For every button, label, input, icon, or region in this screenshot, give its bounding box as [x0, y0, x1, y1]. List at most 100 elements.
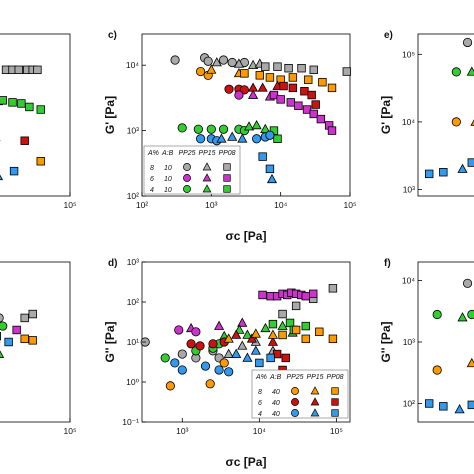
marker-e-6-0 — [457, 163, 468, 173]
legend-a-d-2: 4 — [258, 411, 262, 418]
plot-frame-b_partial — [0, 261, 71, 423]
legend-header-c-0: A% — [147, 150, 159, 157]
marker-d-14-3 — [315, 327, 324, 336]
legend-header-c-4: PP08 — [218, 150, 235, 157]
marker-d-9-0 — [186, 339, 196, 349]
marker-d-13-2 — [267, 329, 279, 339]
marker-b_partial-6-0 — [0, 321, 8, 331]
marker-e-4-0 — [470, 119, 474, 126]
marker-b_partial-3-1 — [4, 337, 13, 347]
marker-c-13-0 — [243, 121, 255, 131]
legend-a-c-1: 6 — [150, 176, 154, 183]
marker-d-2-0 — [278, 309, 287, 319]
plot-frame-a_partial — [0, 33, 71, 197]
legend-marker-square-d-1 — [331, 398, 339, 406]
y-tick-label-c-0: 10² — [127, 191, 139, 201]
legend-a-d-0: 8 — [258, 389, 262, 396]
marker-f-5-0 — [466, 357, 474, 368]
marker-b_partial-2-1 — [28, 336, 37, 345]
y-tick-label-f-1: 10³ — [403, 337, 415, 347]
legend-a-c-0: 8 — [150, 165, 154, 172]
marker-b_partial-1-0 — [20, 313, 29, 323]
marker-d-13-0 — [223, 333, 234, 343]
legend-marker-triangle-c-1 — [202, 173, 212, 182]
legend-marker-circle-c-1 — [183, 174, 191, 182]
marker-d-9-1 — [195, 341, 205, 351]
marker-c-5-5 — [304, 75, 313, 84]
marker-d-3-8 — [301, 291, 310, 301]
y-axis-label-d: G'' [Pa] — [103, 321, 117, 362]
marker-c-0-3 — [218, 55, 229, 65]
marker-c-11-0 — [269, 90, 279, 100]
marker-d-15-4 — [224, 367, 234, 377]
marker-d-7-3 — [260, 322, 271, 333]
marker-b_partial-1-1 — [28, 309, 37, 319]
legend-a-d-1: 6 — [258, 400, 262, 407]
legend-ab-c-2: 10 — [164, 187, 172, 194]
marker-d-1-0 — [223, 348, 234, 358]
marker-c-9-0 — [234, 90, 244, 100]
marker-c-11-8 — [327, 126, 337, 135]
marker-c-3-0 — [195, 66, 206, 77]
marker-c-11-3 — [294, 101, 303, 110]
x-tick-label-c-3: 10⁵ — [344, 200, 357, 210]
legend-marker-square-c-1 — [223, 174, 231, 182]
marker-c-7-1 — [257, 82, 268, 92]
marker-d-8-1 — [285, 318, 295, 328]
legend-a-c-2: 4 — [150, 187, 154, 194]
marker-d-15-0 — [170, 358, 180, 368]
marker-d-17-0 — [255, 358, 264, 368]
y-tick-label-e-2: 10⁵ — [402, 49, 415, 59]
marker-a_partial-3-0 — [0, 96, 7, 105]
marker-e-5-0 — [425, 169, 434, 179]
marker-e-7-0 — [467, 158, 474, 167]
marker-d-12-0 — [165, 381, 175, 391]
marker-c-1-1 — [233, 58, 245, 68]
marker-c-5-2 — [265, 73, 275, 82]
marker-d-5-0 — [174, 325, 184, 335]
plot-frame-c — [141, 33, 351, 197]
marker-d-17-1 — [266, 353, 275, 363]
marker-d-3-0 — [258, 290, 267, 300]
legend-header-d-0: A% — [255, 374, 267, 381]
legend-header-c-1: A:B — [161, 150, 174, 157]
legend-marker-circle-d-0 — [291, 387, 299, 395]
legend-ab-d-0: 40 — [272, 389, 280, 396]
x-tick-label-c-2: 10⁴ — [274, 200, 287, 210]
marker-c-0-2 — [203, 56, 213, 66]
marker-a_partial-6-0 — [20, 136, 29, 145]
legend-marker-triangle-d-0 — [310, 386, 320, 395]
marker-c-8-3 — [307, 90, 316, 100]
marker-f-8-0 — [467, 400, 474, 410]
x-tick-label-a_partial-0: 10⁵ — [64, 200, 77, 210]
x-tick-label-b_partial-0: 10⁵ — [64, 426, 77, 436]
marker-c-8-0 — [279, 81, 288, 91]
marker-d-0-1 — [177, 349, 187, 359]
marker-c-5-1 — [255, 71, 264, 80]
marker-f-1-0 — [432, 309, 442, 320]
marker-d-2-1 — [291, 301, 301, 311]
x-tick-label-d-2: 10⁵ — [330, 426, 343, 436]
marker-c-2-2 — [284, 63, 293, 73]
panel-label-e: e) — [384, 30, 393, 41]
marker-c-5-7 — [327, 83, 337, 93]
marker-c-15-0 — [195, 134, 206, 144]
marker-d-12-1 — [205, 379, 215, 389]
y-tick-label-d-0: 10⁻¹ — [122, 417, 139, 427]
y-tick-label-d-1: 10⁰ — [126, 377, 139, 387]
marker-a_partial-7-0 — [9, 166, 19, 176]
marker-c-5-6 — [318, 77, 327, 87]
y-tick-label-f-0: 10² — [403, 398, 415, 408]
marker-d-15-3 — [214, 365, 224, 375]
marker-b_partial-2-0 — [20, 334, 29, 344]
marker-d-7-2 — [242, 329, 253, 339]
marker-c-2-1 — [273, 62, 282, 71]
marker-d-8-0 — [268, 319, 278, 329]
marker-c-16-3 — [266, 173, 278, 184]
marker-c-2-0 — [261, 62, 270, 71]
x-tick-label-c-1: 10³ — [205, 200, 217, 210]
marker-f-0-0 — [462, 278, 473, 288]
legend-header-d-1: A:B — [269, 374, 282, 381]
legend-ab-c-1: 10 — [164, 176, 172, 183]
marker-a_partial-1-2 — [14, 65, 23, 75]
